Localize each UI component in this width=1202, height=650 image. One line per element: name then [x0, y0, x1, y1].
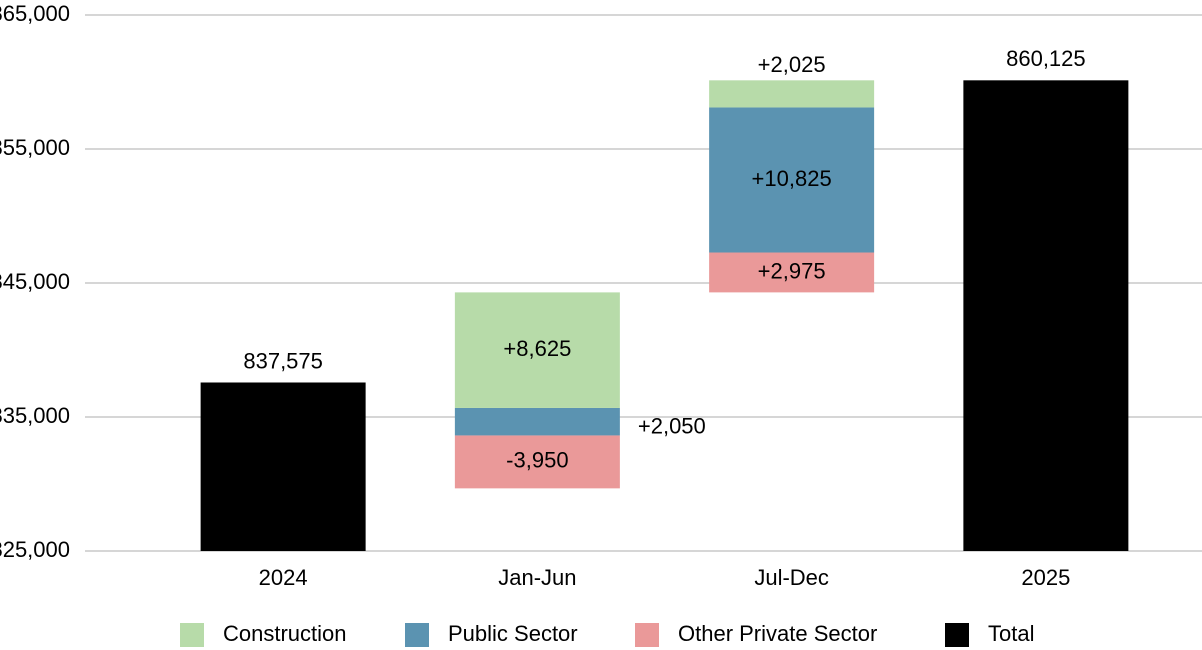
y-tick-label: 825,000 — [0, 537, 70, 562]
x-tick-label: 2025 — [1021, 565, 1070, 590]
total-bar — [200, 382, 366, 551]
legend-swatch — [635, 623, 659, 647]
data-label: +8,625 — [503, 336, 571, 361]
x-tick-label: 2024 — [259, 565, 308, 590]
legend-label: Total — [988, 621, 1034, 646]
segment — [709, 107, 875, 253]
y-tick-label: 835,000 — [0, 403, 70, 428]
segment — [709, 252, 875, 293]
segment — [709, 80, 875, 108]
x-tick-label: Jul-Dec — [754, 565, 829, 590]
data-label: +10,825 — [752, 166, 832, 191]
segment — [454, 407, 620, 436]
data-label: +2,025 — [758, 52, 826, 77]
total-bar — [963, 80, 1129, 551]
y-tick-label: 865,000 — [0, 1, 70, 26]
y-tick-label: 845,000 — [0, 269, 70, 294]
data-label: 837,575 — [243, 348, 323, 373]
data-label: 860,125 — [1006, 46, 1086, 71]
legend-label: Other Private Sector — [678, 621, 877, 646]
legend-label: Construction — [223, 621, 347, 646]
data-label: -3,950 — [506, 448, 568, 473]
segment — [454, 292, 620, 408]
legend-label: Public Sector — [448, 621, 578, 646]
segment — [454, 435, 620, 489]
legend-swatch — [405, 623, 429, 647]
data-label: +2,975 — [758, 258, 826, 283]
legend-swatch — [180, 623, 204, 647]
legend-swatch — [945, 623, 969, 647]
x-tick-label: Jan-Jun — [498, 565, 576, 590]
data-label: +2,050 — [638, 414, 706, 439]
y-tick-label: 855,000 — [0, 135, 70, 160]
